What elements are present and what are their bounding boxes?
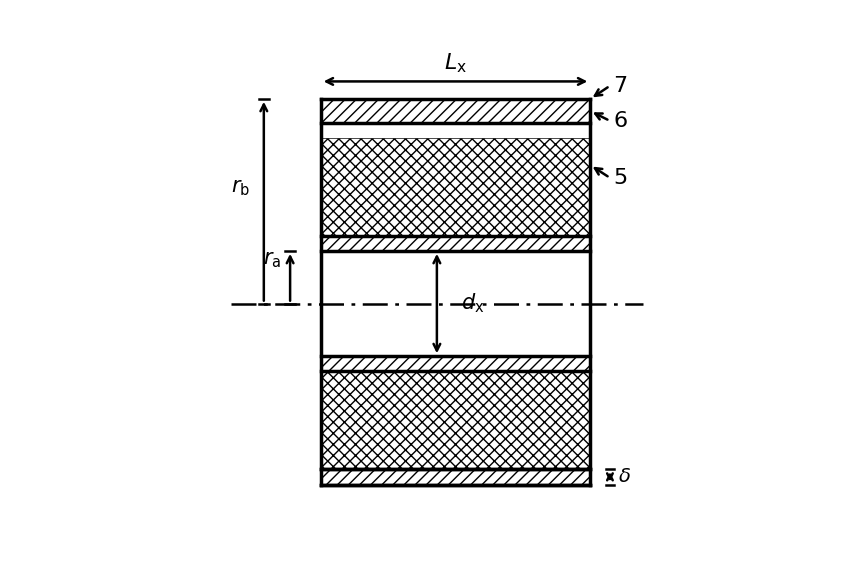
Text: 6: 6 bbox=[613, 111, 627, 131]
Bar bbox=[321, 356, 591, 372]
Text: $r_{\rm a}$: $r_{\rm a}$ bbox=[263, 250, 281, 270]
Text: $L_{\rm x}$: $L_{\rm x}$ bbox=[444, 51, 467, 75]
Bar bbox=[321, 99, 591, 485]
Text: $r_{\rm b}$: $r_{\rm b}$ bbox=[232, 178, 251, 198]
Bar bbox=[321, 236, 591, 251]
Bar bbox=[321, 372, 591, 469]
Text: 5: 5 bbox=[613, 168, 628, 188]
Text: 7: 7 bbox=[613, 76, 627, 96]
Bar bbox=[321, 138, 591, 236]
Bar bbox=[321, 236, 591, 251]
Text: $\delta$: $\delta$ bbox=[618, 467, 631, 486]
Bar bbox=[321, 469, 591, 485]
Bar bbox=[321, 123, 591, 251]
Bar bbox=[321, 99, 591, 123]
Text: $d_{\rm x}$: $d_{\rm x}$ bbox=[461, 292, 485, 315]
